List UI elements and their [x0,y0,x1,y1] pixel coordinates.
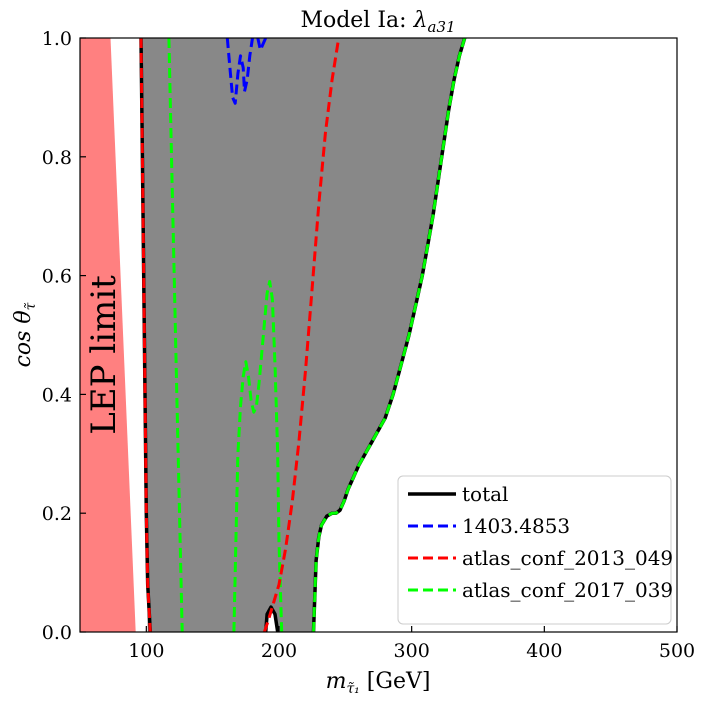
x-tick-label: 300 [394,640,430,662]
series-atlas-conf-2017-039-segment-0 [167,38,184,632]
lep-limit-annotation: LEP limit [84,275,124,435]
y-tick-label: 0.4 [42,384,72,406]
legend: total 1403.4853 atlas_conf_2013_049 atlas_c… [397,475,673,625]
y-axis-label: cos θτ̃ [11,302,39,367]
legend-label-atlas-conf-2013-049: atlas_conf_2013_049 [462,546,673,570]
regions-layer [80,38,465,632]
y-tick-label: 0.8 [42,147,72,169]
legend-label-1403-4853: 1403.4853 [462,514,570,538]
series-atlas-conf-2017-039-segment-1 [232,280,284,632]
series-total-segment-1 [263,605,280,632]
lep-limit-region [80,38,136,632]
legend-label-atlas-conf-2017-039: atlas_conf_2017_039 [462,578,673,602]
series-atlas-conf-2013-049-segment-1 [262,38,341,632]
x-axis: 100 200 300 400 500 [128,626,695,662]
series-atlas-conf-2013-049-segment-0 [139,38,152,632]
x-tick-label: 100 [128,640,164,662]
chart-title: Model Ia: λa31 [300,8,455,36]
excluded-region [141,38,465,632]
plot-frame [79,37,678,633]
legend-label-total: total [462,482,508,506]
series-1403-4853-segment-1 [256,38,268,52]
legend-box [397,475,672,625]
x-tick-label: 500 [659,640,695,662]
y-tick-label: 1.0 [42,28,72,50]
series-layer [139,38,467,632]
x-axis-label: mτ̃₁ [GeV] [326,669,431,697]
y-tick-label: 0.2 [42,503,72,525]
y-tick-label: 0.0 [42,622,72,644]
x-tick-label: 400 [526,640,562,662]
y-tick-label: 0.6 [42,266,72,288]
y-axis: 0.0 0.2 0.4 0.6 0.8 1.0 [42,28,86,644]
x-tick-label: 200 [261,640,297,662]
series-atlas-conf-2017-039-segment-2 [312,38,467,632]
series-1403-4853-segment-0 [225,38,254,105]
